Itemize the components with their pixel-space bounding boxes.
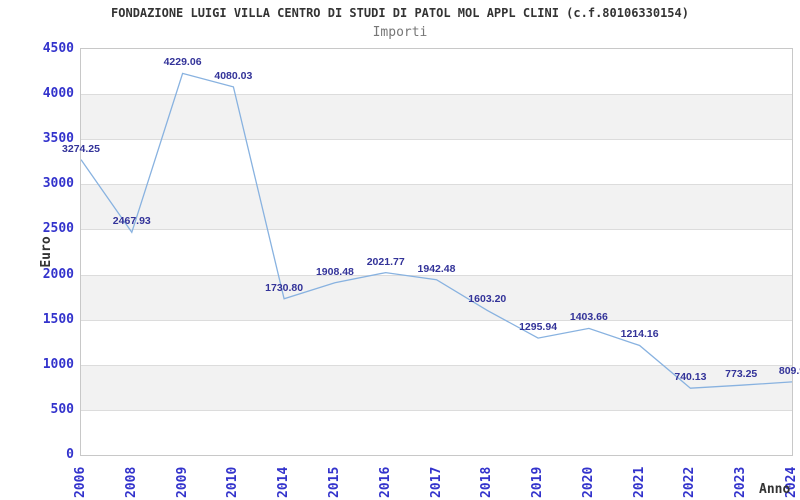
x-axis-tick-label: 2014 (276, 466, 292, 498)
data-point-label: 3274.25 (62, 142, 100, 155)
x-axis-tick-label: 2006 (73, 466, 88, 498)
y-axis-tick-label: 1000 (42, 356, 74, 372)
data-point-label: 809.9 (778, 364, 800, 377)
data-point-label: 1403.66 (569, 311, 608, 324)
gridline (81, 319, 792, 321)
x-axis-tick-label: 2021 (631, 466, 647, 498)
data-point-label: 2467.93 (112, 215, 151, 228)
data-point-label: 1295.94 (519, 321, 558, 334)
data-point-label: 740.13 (674, 371, 707, 384)
data-point-label: 773.25 (725, 368, 758, 381)
gridline (81, 184, 792, 186)
x-axis-title: Anno (759, 482, 791, 497)
gridline (81, 364, 792, 366)
data-line (81, 72, 792, 389)
y-axis-tick-label: 1500 (42, 311, 74, 327)
data-point-label: 4080.03 (214, 69, 253, 82)
gridline (81, 94, 792, 96)
grid-band (81, 94, 792, 140)
x-axis-tick-label: 2016 (377, 466, 393, 498)
y-axis-tick-label: 0 (66, 447, 74, 462)
data-point-label: 1908.48 (315, 265, 354, 278)
x-axis-tick-label: 2022 (682, 466, 698, 498)
gridline (81, 139, 792, 141)
x-axis-tick-label: 2018 (479, 466, 495, 498)
x-axis-tick-label: 2010 (225, 466, 241, 498)
y-axis-tick-label: 3000 (42, 176, 74, 192)
y-axis-tick-label: 500 (50, 401, 74, 417)
data-point-label: 4229.06 (163, 56, 202, 69)
x-axis-tick-label: 2017 (428, 466, 444, 498)
data-point-label: 1942.48 (417, 262, 456, 275)
data-point-label: 1603.20 (468, 293, 507, 306)
grid-band (81, 184, 792, 230)
y-axis-tick-label: 4000 (42, 86, 74, 102)
x-axis-tick-label: 2008 (123, 466, 139, 498)
y-axis-tick-label: 3500 (42, 131, 74, 147)
data-point-label: 1730.80 (265, 281, 304, 294)
x-axis-tick-label: 2009 (174, 466, 190, 498)
x-axis-tick-label: 2015 (326, 466, 342, 498)
grid-band (81, 364, 792, 410)
grid-band (81, 274, 792, 320)
x-axis-tick-label: 2019 (530, 466, 546, 498)
plot-area (80, 48, 793, 456)
data-line-svg (81, 72, 792, 389)
y-axis-tick-label: 4500 (42, 41, 74, 56)
x-axis-tick-label: 2020 (580, 466, 596, 498)
y-axis-tick-label: 2500 (42, 221, 74, 237)
gridline (81, 409, 792, 411)
chart-subtitle: Importi (372, 25, 428, 40)
chart-title: FONDAZIONE LUIGI VILLA CENTRO DI STUDI D… (111, 6, 689, 20)
y-axis-tick-label: 2000 (42, 266, 74, 282)
gridline (81, 229, 792, 231)
data-point-label: 1214.16 (620, 328, 659, 341)
data-point-label: 2021.77 (366, 255, 405, 268)
x-axis-tick-label: 2023 (733, 466, 749, 498)
gridline (81, 274, 792, 276)
y-axis-title: Euro (39, 236, 54, 268)
